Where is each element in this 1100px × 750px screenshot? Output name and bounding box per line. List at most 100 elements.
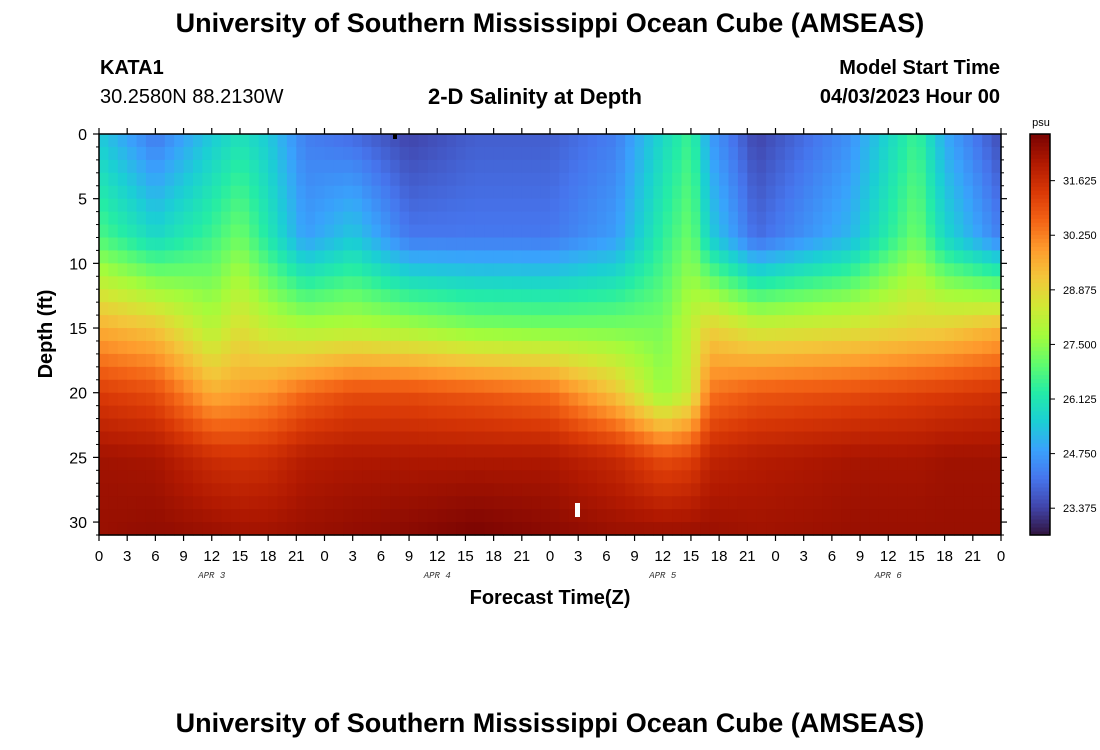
heatmap-cell [841, 405, 852, 420]
heatmap-cell [841, 431, 852, 446]
heatmap-cell [690, 276, 701, 290]
colorbar-segment [1030, 354, 1050, 360]
heatmap-cell [427, 198, 438, 213]
heatmap-cell [493, 444, 504, 458]
heatmap-cell [211, 340, 222, 355]
heatmap-cell [907, 289, 918, 303]
heatmap-cell [484, 431, 495, 446]
heatmap-cell [380, 379, 391, 394]
heatmap-cell [249, 198, 260, 213]
heatmap-cell [277, 315, 288, 329]
heatmap-cell [211, 315, 222, 329]
heatmap-cell [399, 366, 410, 381]
heatmap-cell [352, 315, 363, 329]
heatmap-cell [766, 276, 777, 290]
heatmap-cell [615, 328, 626, 342]
heatmap-cell [897, 276, 908, 290]
heatmap-cell [221, 392, 232, 407]
heatmap-cell [315, 237, 326, 252]
colorbar-segment [1030, 274, 1050, 279]
heatmap-cell [822, 496, 833, 510]
heatmap-cell [456, 224, 467, 239]
colorbar-tick-label: 23.375 [1063, 503, 1097, 515]
heatmap-cell [982, 159, 993, 174]
heatmap-cell [456, 405, 467, 420]
heatmap-cell [155, 444, 166, 458]
heatmap-cell [484, 457, 495, 471]
heatmap-cell [192, 289, 203, 303]
heatmap-cell [512, 522, 523, 536]
heatmap-cell [662, 431, 673, 446]
heatmap-cell [315, 211, 326, 226]
heatmap-cell [324, 496, 335, 510]
heatmap-cell [362, 483, 373, 497]
heatmap-cell [333, 496, 344, 510]
heatmap-cell [136, 237, 147, 252]
heatmap-cell [484, 237, 495, 252]
heatmap-cell [784, 146, 795, 161]
heatmap-cell [127, 263, 138, 277]
heatmap-cell [831, 496, 842, 510]
heatmap-cell [634, 146, 645, 161]
heatmap-cell [766, 211, 777, 226]
heatmap-cell [362, 134, 373, 148]
heatmap-cell [399, 159, 410, 174]
colorbar-segment [1030, 394, 1050, 400]
heatmap-cell [230, 483, 241, 497]
heatmap-cell [719, 470, 730, 484]
heatmap-cell [155, 276, 166, 290]
heatmap-cell [127, 237, 138, 252]
heatmap-cell [578, 134, 589, 148]
heatmap-cell [249, 159, 260, 174]
heatmap-cell [239, 366, 250, 381]
heatmap-cell [653, 509, 664, 523]
heatmap-cell [221, 431, 232, 446]
heatmap-cell [653, 185, 664, 200]
heatmap-cell [747, 185, 758, 200]
heatmap-cell [860, 328, 871, 342]
heatmap-cell [99, 328, 109, 342]
heatmap-cell [766, 379, 777, 394]
heatmap-cell [803, 315, 814, 329]
heatmap-cell [437, 250, 448, 264]
heatmap-cell [606, 276, 617, 290]
heatmap-cell [221, 198, 232, 213]
heatmap-cell [531, 353, 542, 368]
heatmap-cell [869, 146, 880, 161]
heatmap-cell [343, 315, 354, 329]
heatmap-cell [484, 263, 495, 277]
heatmap-cell [690, 366, 701, 381]
heatmap-cell [427, 379, 438, 394]
heatmap-cell [559, 185, 570, 200]
heatmap-cell [822, 185, 833, 200]
heatmap-cell [230, 418, 241, 433]
heatmap-cell [643, 328, 654, 342]
heatmap-cell [503, 353, 514, 368]
heatmap-cell [277, 237, 288, 252]
heatmap-cell [409, 146, 420, 161]
heatmap-cell [474, 224, 485, 239]
heatmap-cell [164, 302, 175, 316]
heatmap-cell [390, 444, 401, 458]
heatmap-cell [841, 496, 852, 510]
heatmap-cell [531, 289, 542, 303]
heatmap-cell [972, 509, 983, 523]
heatmap-cell [831, 483, 842, 497]
heatmap-cell [897, 444, 908, 458]
heatmap-cell [747, 172, 758, 187]
heatmap-cell [296, 211, 307, 226]
heatmap-cell [831, 289, 842, 303]
heatmap-cell [362, 470, 373, 484]
heatmap-cell [202, 263, 213, 277]
heatmap-cell [982, 211, 993, 226]
heatmap-cell [756, 379, 767, 394]
heatmap-cell [944, 224, 955, 239]
heatmap-cell [944, 379, 955, 394]
heatmap-cell [916, 224, 927, 239]
heatmap-cell [550, 237, 560, 252]
heatmap-cell [362, 302, 373, 316]
colorbar-segment [1030, 446, 1050, 452]
heatmap-cell [465, 405, 476, 420]
heatmap-cell [841, 289, 852, 303]
heatmap-cell [145, 302, 156, 316]
